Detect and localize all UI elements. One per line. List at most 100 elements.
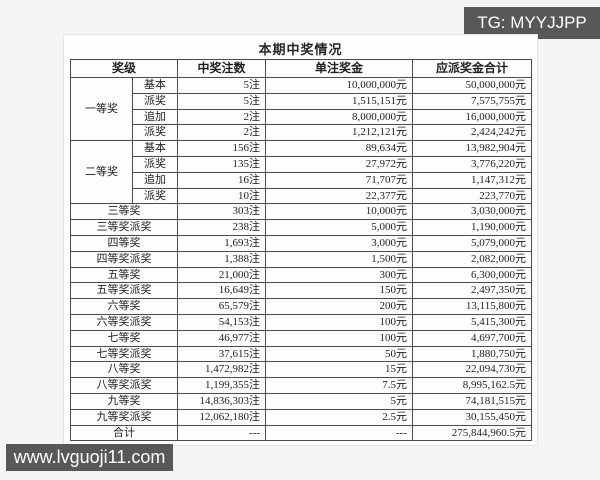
per-bet-prize-cell: 5元 bbox=[265, 392, 414, 410]
count-cell: 16,649注 bbox=[177, 282, 267, 300]
table-row: 追加 2注 8,000,000元 16,000,000元 bbox=[71, 108, 533, 126]
prize-level-cell: 九等奖派奖 bbox=[69, 408, 179, 426]
per-bet-prize-cell: 3,000元 bbox=[265, 234, 414, 252]
table-row: 派奖 2注 1,212,121元 2,424,242元 bbox=[71, 124, 533, 142]
table-row: 派奖 10注 22,377元 223,770元 bbox=[71, 187, 533, 205]
count-cell: 156注 bbox=[177, 140, 267, 157]
per-bet-prize-cell: 27,972元 bbox=[265, 155, 414, 173]
prize-level-cell: 四等奖派奖 bbox=[69, 250, 179, 268]
prize-level-cell: 九等奖 bbox=[69, 392, 179, 410]
per-bet-prize-cell: 1,212,121元 bbox=[265, 124, 414, 142]
sub-type-cell: 派奖 bbox=[131, 124, 179, 142]
per-bet-prize-cell: 89,634元 bbox=[265, 140, 414, 157]
per-bet-prize-cell: 10,000元 bbox=[265, 203, 414, 221]
total-prize-cell: 13,982,904元 bbox=[412, 140, 533, 157]
prize-level-cell: 二等奖 bbox=[70, 140, 133, 205]
total-row: 合计 --- --- 275,844,960.5元 bbox=[69, 424, 533, 442]
total-prize-cell: 1,190,000元 bbox=[412, 219, 533, 236]
prize-level-cell: 八等奖派奖 bbox=[69, 377, 179, 394]
table-title: 本期中奖情况 bbox=[258, 42, 343, 57]
sub-type-cell: 基本 bbox=[131, 77, 179, 94]
total-prize-cell: 5,415,300元 bbox=[412, 313, 533, 331]
per-bet-prize-cell: 150元 bbox=[265, 282, 414, 300]
total-prize-cell: 2,497,350元 bbox=[412, 282, 533, 300]
table-row: 一等奖 基本 5注 10,000,000元 50,000,000元 bbox=[70, 76, 533, 142]
count-cell: 1,199,355注 bbox=[177, 377, 267, 394]
table-row: 追加 16注 71,707元 1,147,312元 bbox=[71, 171, 533, 189]
count-cell: 2注 bbox=[177, 108, 267, 126]
table-row: 六等奖 65,579注 200元 13,115,800元 bbox=[69, 298, 533, 315]
total-prize-cell: 50,000,000元 bbox=[412, 77, 533, 94]
website-badge: www.lvguoji11.com bbox=[6, 444, 173, 471]
table-row: 九等奖 14,836,303注 5元 74,181,515元 bbox=[69, 392, 533, 410]
column-header: 中奖注数 bbox=[177, 59, 267, 78]
count-cell: 238注 bbox=[177, 219, 267, 236]
prize-level-cell: 三等奖 bbox=[69, 203, 179, 221]
per-bet-prize-cell: 1,515,151元 bbox=[265, 92, 414, 110]
prize-level-cell: 六等奖派奖 bbox=[69, 313, 179, 331]
table-row: 六等奖派奖 54,153注 100元 5,415,300元 bbox=[69, 313, 533, 331]
table-row: 派奖 135注 27,972元 3,776,220元 bbox=[71, 155, 533, 173]
table-row: 二等奖 基本 156注 89,634元 13,982,904元 bbox=[70, 140, 533, 205]
total-prize-cell: 13,115,800元 bbox=[412, 298, 533, 315]
count-cell: 1,472,982注 bbox=[177, 361, 267, 379]
prize-level-cell: 八等奖 bbox=[69, 361, 179, 379]
table-row: 八等奖派奖 1,199,355注 7.5元 8,995,162.5元 bbox=[69, 377, 533, 394]
prize-results-card: 本期中奖情况 奖级 中奖注数 单注奖金 应派奖金合计 一等奖 基本 5注 10,000,00… bbox=[63, 34, 538, 446]
sub-type-cell: 基本 bbox=[131, 140, 179, 157]
total-prize-cell: 74,181,515元 bbox=[412, 392, 533, 410]
per-bet-prize-cell: 100元 bbox=[265, 313, 414, 331]
table-row: 七等奖 46,977注 100元 4,697,700元 bbox=[69, 329, 533, 347]
total-prize-cell: 4,697,700元 bbox=[412, 329, 533, 347]
prize-level-cell: 五等奖 bbox=[69, 266, 179, 284]
total-prize-cell: 6,300,000元 bbox=[412, 266, 533, 284]
count-cell: --- bbox=[177, 424, 267, 442]
count-cell: 10注 bbox=[177, 187, 267, 205]
count-cell: 46,977注 bbox=[177, 329, 267, 347]
sub-type-cell: 派奖 bbox=[131, 155, 179, 173]
total-prize-cell: 275,844,960.5元 bbox=[412, 424, 533, 442]
per-bet-prize-cell: 300元 bbox=[265, 266, 414, 284]
total-prize-cell: 2,082,000元 bbox=[412, 250, 533, 268]
total-prize-cell: 223,770元 bbox=[412, 187, 533, 205]
total-prize-cell: 1,147,312元 bbox=[412, 171, 533, 189]
total-prize-cell: 7,575,755元 bbox=[412, 92, 533, 110]
count-cell: 1,693注 bbox=[177, 234, 267, 252]
per-bet-prize-cell: --- bbox=[265, 424, 414, 442]
count-cell: 14,836,303注 bbox=[177, 392, 267, 410]
per-bet-prize-cell: 22,377元 bbox=[265, 187, 414, 205]
sub-type-cell: 派奖 bbox=[131, 92, 179, 110]
table-row: 三等奖派奖 238注 5,000元 1,190,000元 bbox=[69, 219, 533, 236]
prize-level-cell: 七等奖派奖 bbox=[69, 345, 179, 363]
count-cell: 54,153注 bbox=[177, 313, 267, 331]
sub-type-cell: 追加 bbox=[131, 108, 179, 126]
per-bet-prize-cell: 2.5元 bbox=[265, 408, 414, 426]
table-row: 五等奖 21,000注 300元 6,300,000元 bbox=[69, 266, 533, 284]
table-row: 五等奖派奖 16,649注 150元 2,497,350元 bbox=[69, 282, 533, 300]
total-prize-cell: 8,995,162.5元 bbox=[412, 377, 533, 394]
table-row: 派奖 5注 1,515,151元 7,575,755元 bbox=[71, 92, 533, 110]
table-row: 三等奖 303注 10,000元 3,030,000元 bbox=[69, 203, 533, 221]
total-prize-cell: 16,000,000元 bbox=[412, 108, 533, 126]
total-prize-cell: 22,094,730元 bbox=[412, 361, 533, 379]
count-cell: 37,615注 bbox=[177, 345, 267, 363]
prize-level-cell: 五等奖派奖 bbox=[69, 282, 179, 300]
table-row: 八等奖 1,472,982注 15元 22,094,730元 bbox=[69, 361, 533, 379]
prize-level-cell: 四等奖 bbox=[69, 234, 179, 252]
column-header: 应派奖金合计 bbox=[412, 59, 533, 78]
total-prize-cell: 2,424,242元 bbox=[412, 124, 533, 142]
count-cell: 21,000注 bbox=[177, 266, 267, 284]
per-bet-prize-cell: 15元 bbox=[265, 361, 414, 379]
prize-table: 奖级 中奖注数 单注奖金 应派奖金合计 一等奖 基本 5注 10,000,000元 50,00… bbox=[69, 59, 533, 442]
column-header: 奖级 bbox=[69, 59, 179, 78]
table-row: 四等奖 1,693注 3,000元 5,079,000元 bbox=[69, 234, 533, 252]
count-cell: 1,388注 bbox=[177, 250, 267, 268]
count-cell: 65,579注 bbox=[177, 298, 267, 315]
total-prize-cell: 3,030,000元 bbox=[412, 203, 533, 221]
telegram-badge: TG: MYYJJPP bbox=[464, 7, 600, 39]
per-bet-prize-cell: 7.5元 bbox=[265, 377, 414, 394]
per-bet-prize-cell: 1,500元 bbox=[265, 250, 414, 268]
total-prize-cell: 5,079,000元 bbox=[412, 234, 533, 252]
total-label-cell: 合计 bbox=[69, 424, 179, 442]
